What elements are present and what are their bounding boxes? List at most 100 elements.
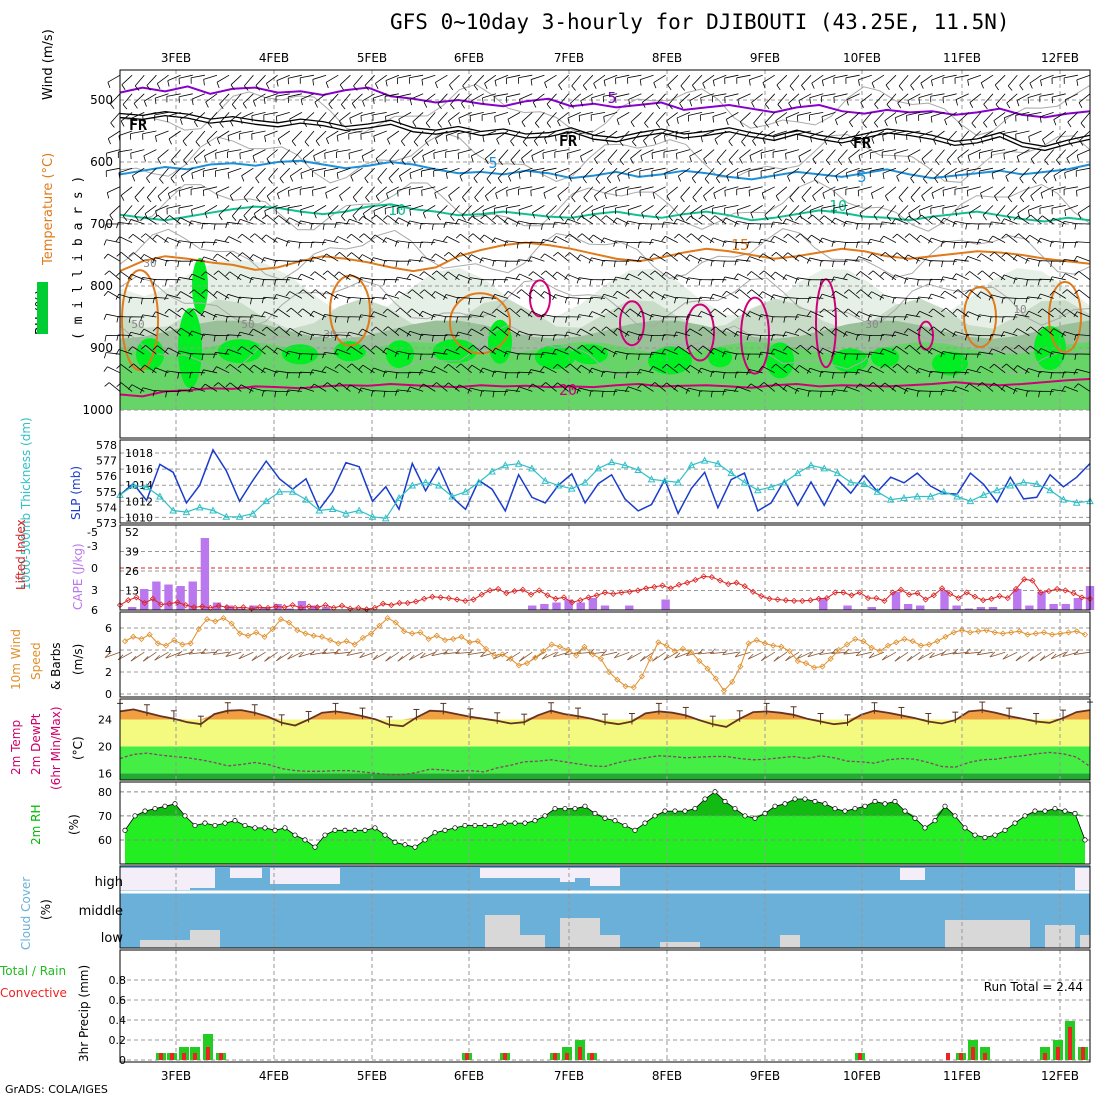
wind-barb <box>651 149 666 154</box>
wind-barb <box>1039 205 1054 209</box>
wind-barb <box>628 93 642 100</box>
rh-2m-marker <box>632 827 638 833</box>
wind-barb-flag <box>967 79 970 86</box>
surface-wind-barb-flag <box>894 655 901 662</box>
wind-barb-flag <box>361 155 365 162</box>
wind-barb <box>360 130 375 135</box>
upper-ylabel-millibars: ( m i l l i b a r s ) <box>71 176 86 340</box>
wind-speed-marker <box>466 639 473 646</box>
wind-barb <box>202 241 218 243</box>
wind-barb <box>131 384 145 392</box>
wind-barb-flag <box>976 314 980 321</box>
wind-barb <box>264 311 278 318</box>
wind-barb <box>190 353 205 355</box>
wind-speed-marker <box>860 638 867 645</box>
wind-barb-flag <box>387 138 391 145</box>
wind-barb <box>737 273 751 281</box>
thickness-marker <box>621 461 629 469</box>
wind-barb-flag <box>540 270 547 275</box>
wind-barb-flag <box>662 316 665 323</box>
surface-wind-barb <box>894 651 909 662</box>
wind-barb-flag <box>516 259 519 266</box>
wind-speed-marker <box>926 641 933 648</box>
wind-barb-flag <box>528 334 531 341</box>
wind-barb <box>651 167 666 172</box>
surface-wind-barb <box>1039 651 1054 662</box>
panel-frame-cloud <box>119 865 1091 949</box>
precip-convective-bar <box>503 1053 507 1060</box>
wind-barb-flag <box>274 279 277 286</box>
wind-speed-marker <box>942 633 949 640</box>
wind-barb <box>630 149 642 159</box>
thickness-marker <box>222 512 231 520</box>
wind-barb <box>446 236 460 243</box>
temperature-contour-loop <box>529 279 551 318</box>
wind-barb <box>521 289 533 299</box>
wind-barb <box>289 327 303 336</box>
wind-barb <box>460 252 472 262</box>
wind-barb-flag <box>191 99 194 106</box>
lifted-index-marker <box>577 597 584 604</box>
wind-barb-flag <box>424 140 429 146</box>
wind-speed-marker <box>228 620 235 627</box>
wind-barb-flag <box>413 141 419 147</box>
wind-barb-flag <box>436 214 441 221</box>
contour-label: FR <box>853 134 872 152</box>
wind-barb <box>1078 383 1091 392</box>
wind-barb-flag <box>806 311 811 317</box>
wind-barb-flag <box>131 118 134 125</box>
wind-speed-marker <box>1032 630 1039 637</box>
wind-barb <box>676 112 691 119</box>
wind-barb-flag <box>582 177 587 184</box>
wind-barb <box>811 345 824 355</box>
wind-barb <box>157 345 169 355</box>
wind-barb <box>433 351 448 355</box>
wind-barb <box>942 93 957 98</box>
wind-barb <box>352 186 363 198</box>
wind-barb <box>787 252 800 262</box>
wind-barb <box>690 215 703 225</box>
wind-barb <box>993 363 1006 374</box>
wind-barb <box>714 130 727 140</box>
wind-barb-flag <box>1025 345 1031 351</box>
wind-barb <box>627 205 642 211</box>
wind-speed-marker <box>589 651 596 658</box>
wind-barb <box>898 186 909 198</box>
wind-barb-flag <box>896 175 900 182</box>
lifted-index-marker <box>996 592 1003 600</box>
cape-bar <box>200 538 210 610</box>
wind-barb-flag <box>492 279 495 286</box>
wind-barb-flag <box>431 223 434 230</box>
surface-wind-barb-flag <box>334 648 340 655</box>
wind-barb <box>253 216 266 225</box>
wind-barb <box>171 149 181 161</box>
wind-barb-flag <box>310 241 313 249</box>
rh-2m-marker <box>942 803 948 809</box>
rh-2m-marker <box>532 818 538 824</box>
precip-convective-bar <box>565 1053 569 1060</box>
wind-barb-flag <box>698 390 701 397</box>
wind-barb-flag <box>589 279 592 286</box>
wind-barb <box>567 331 581 336</box>
wind-barb-flag <box>385 116 387 123</box>
wind-barb-flag <box>637 241 640 248</box>
wind-barb-flag <box>219 122 224 128</box>
wind-barb-flag <box>619 140 624 147</box>
wind-barb <box>290 167 303 177</box>
wind-barb-flag <box>564 297 568 304</box>
cloud-low-block <box>190 930 220 948</box>
wind-barb <box>918 296 933 299</box>
rh-2m-marker <box>702 796 708 802</box>
surface-wind-barb-flag <box>952 648 959 655</box>
wind-barb <box>157 326 169 336</box>
wind-barb-flag <box>395 261 398 268</box>
wind-barb-flag <box>543 192 546 199</box>
wind-barb <box>957 308 969 318</box>
wind-barb-flag <box>325 192 328 199</box>
rh-blob-90 <box>932 351 968 376</box>
wind-barb-flag <box>473 177 478 184</box>
wind-barb-flag <box>510 140 515 147</box>
wind-barb <box>858 74 872 81</box>
wind-barb-flag <box>300 209 302 216</box>
wind-barb <box>1055 130 1067 142</box>
